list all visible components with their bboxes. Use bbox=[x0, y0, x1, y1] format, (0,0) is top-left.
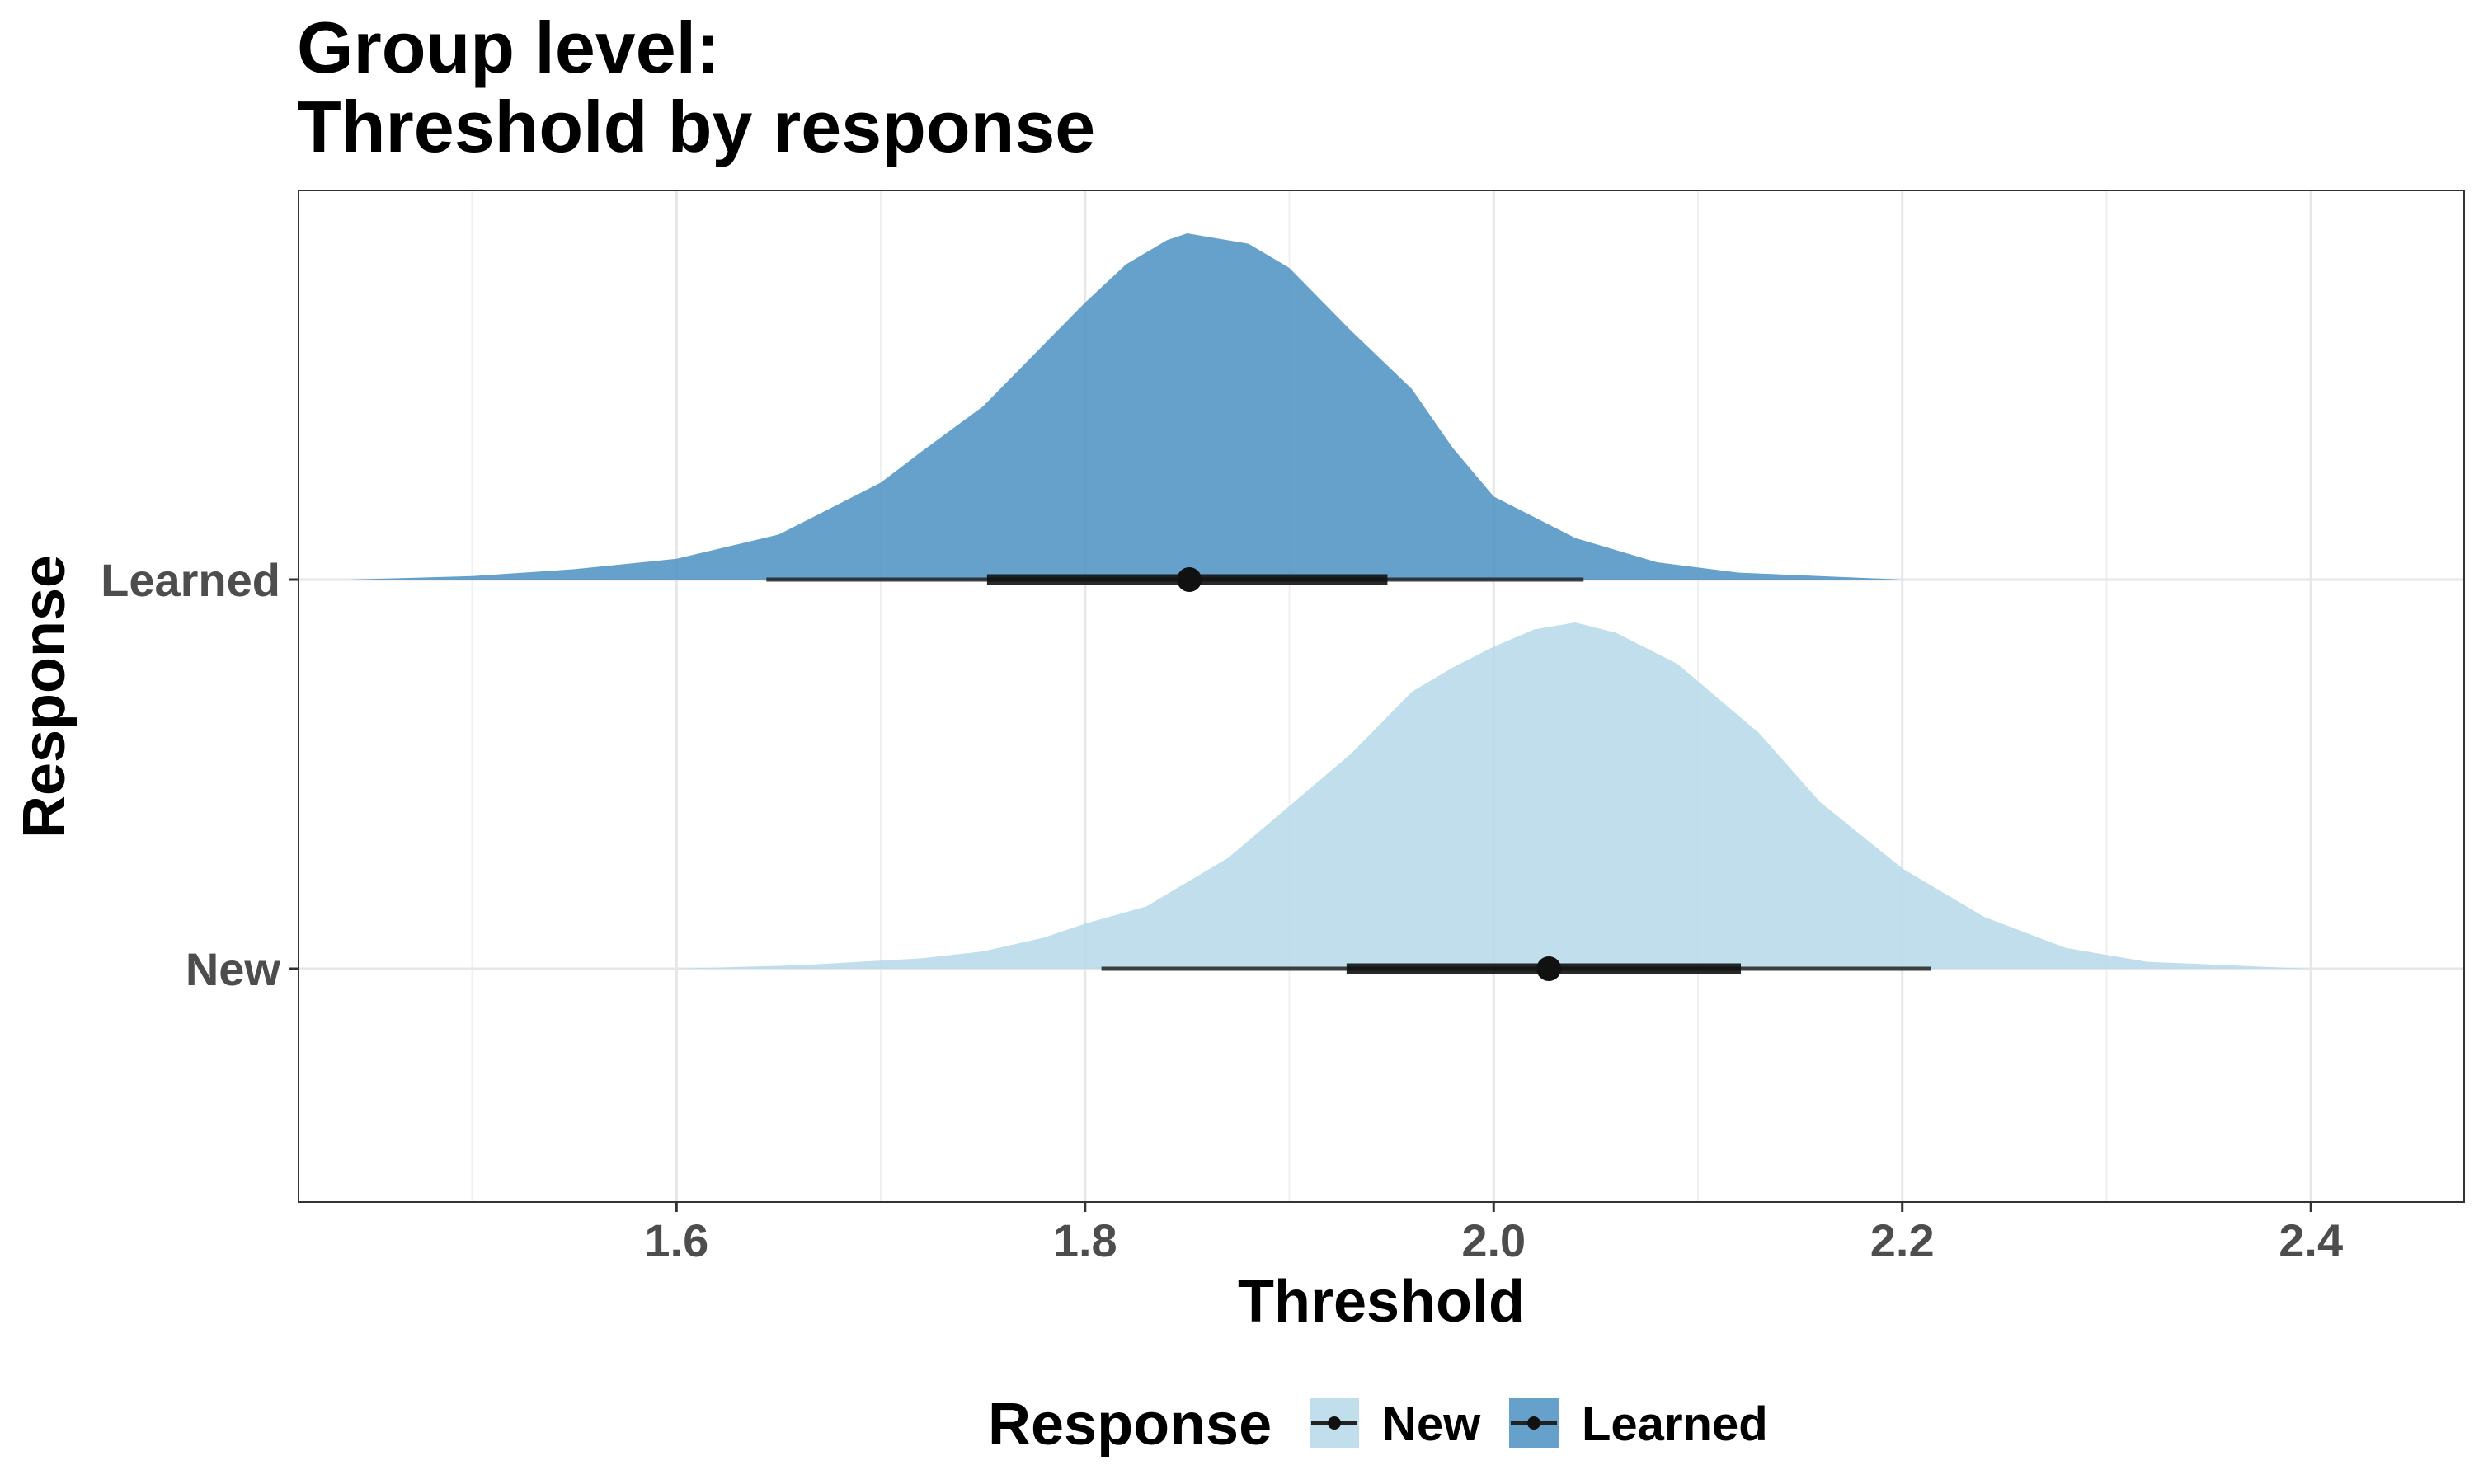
y-tick-label-new: New bbox=[186, 943, 281, 995]
chart-title-line2: Threshold by response bbox=[297, 86, 1095, 167]
plot-panel-border bbox=[298, 190, 2465, 1203]
x-tick-label: 2.4 bbox=[2279, 1214, 2343, 1266]
density-layer bbox=[349, 233, 2312, 969]
x-tick-label: 1.8 bbox=[1053, 1214, 1117, 1266]
x-axis-title: Threshold bbox=[1238, 1269, 1525, 1335]
x-tick-label: 2.0 bbox=[1461, 1214, 1526, 1266]
y-axis-title: Response bbox=[12, 555, 78, 838]
legend-title: Response bbox=[988, 1392, 1272, 1458]
legend-label-learned: Learned bbox=[1582, 1397, 1768, 1451]
y-axis: Learned New bbox=[101, 554, 299, 995]
plot-background bbox=[299, 190, 2464, 1202]
interval-layer bbox=[766, 567, 1931, 981]
chart-title-line1: Group level: bbox=[297, 7, 720, 88]
x-tick-label: 1.6 bbox=[644, 1214, 708, 1266]
x-tick-label: 2.2 bbox=[1870, 1214, 1935, 1266]
legend-label-new: New bbox=[1382, 1397, 1481, 1451]
point-estimate-learned bbox=[1177, 567, 1202, 592]
legend-key-point-new bbox=[1328, 1416, 1341, 1430]
point-estimate-new bbox=[1536, 956, 1562, 981]
density-new bbox=[676, 622, 2312, 969]
density-learned bbox=[349, 233, 1903, 580]
legend-key-point-learned bbox=[1527, 1416, 1540, 1430]
x-axis: 1.6 1.8 2.0 2.2 2.4 bbox=[644, 1202, 2343, 1266]
y-tick-label-learned: Learned bbox=[101, 554, 280, 606]
legend: Response New Learned bbox=[988, 1392, 1768, 1458]
